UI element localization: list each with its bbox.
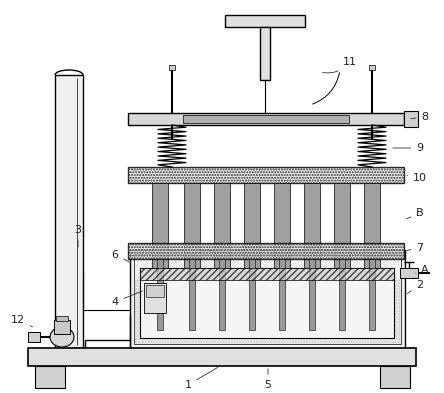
Bar — [28, 332, 40, 342]
Bar — [214, 183, 230, 285]
Bar — [189, 259, 195, 330]
Text: 10: 10 — [407, 173, 427, 183]
Text: 12: 12 — [11, 315, 32, 327]
Bar — [339, 259, 345, 330]
Bar — [304, 183, 320, 285]
Bar — [244, 183, 260, 285]
Bar — [56, 316, 68, 321]
Text: 8: 8 — [411, 112, 428, 122]
Bar — [279, 259, 285, 330]
Bar — [169, 65, 175, 70]
Bar — [184, 183, 200, 285]
Text: 11: 11 — [323, 57, 357, 73]
Bar — [128, 167, 404, 183]
Bar — [380, 366, 410, 388]
Text: B: B — [407, 208, 424, 219]
Bar — [134, 254, 401, 344]
Bar — [128, 243, 404, 259]
Bar — [225, 15, 305, 27]
Bar — [130, 250, 405, 348]
Bar — [35, 366, 65, 388]
Bar — [334, 183, 350, 285]
Text: 5: 5 — [265, 369, 271, 390]
Bar — [140, 268, 394, 280]
Bar — [369, 65, 375, 70]
Bar — [183, 115, 349, 123]
Bar — [369, 259, 375, 330]
Bar — [260, 27, 270, 80]
Bar — [400, 268, 418, 278]
Bar — [364, 183, 380, 285]
Bar — [152, 183, 168, 285]
Bar — [128, 113, 404, 125]
Bar — [146, 285, 164, 297]
Bar — [309, 259, 315, 330]
Bar — [135, 280, 400, 343]
Text: 2: 2 — [407, 280, 424, 294]
Bar — [144, 283, 166, 313]
Bar — [219, 259, 225, 330]
Text: 6: 6 — [111, 250, 130, 262]
Bar — [54, 320, 70, 334]
Bar — [157, 259, 163, 330]
Bar — [404, 111, 418, 127]
Bar — [28, 348, 416, 366]
Text: 4: 4 — [111, 291, 143, 307]
Text: 3: 3 — [75, 225, 82, 247]
Text: A: A — [416, 265, 429, 275]
Text: 1: 1 — [185, 367, 218, 390]
Text: 7: 7 — [407, 243, 424, 253]
Ellipse shape — [50, 327, 74, 347]
Text: 9: 9 — [393, 143, 424, 153]
Bar — [274, 183, 290, 285]
Bar — [55, 75, 83, 348]
Bar — [249, 259, 255, 330]
Bar — [140, 268, 394, 338]
